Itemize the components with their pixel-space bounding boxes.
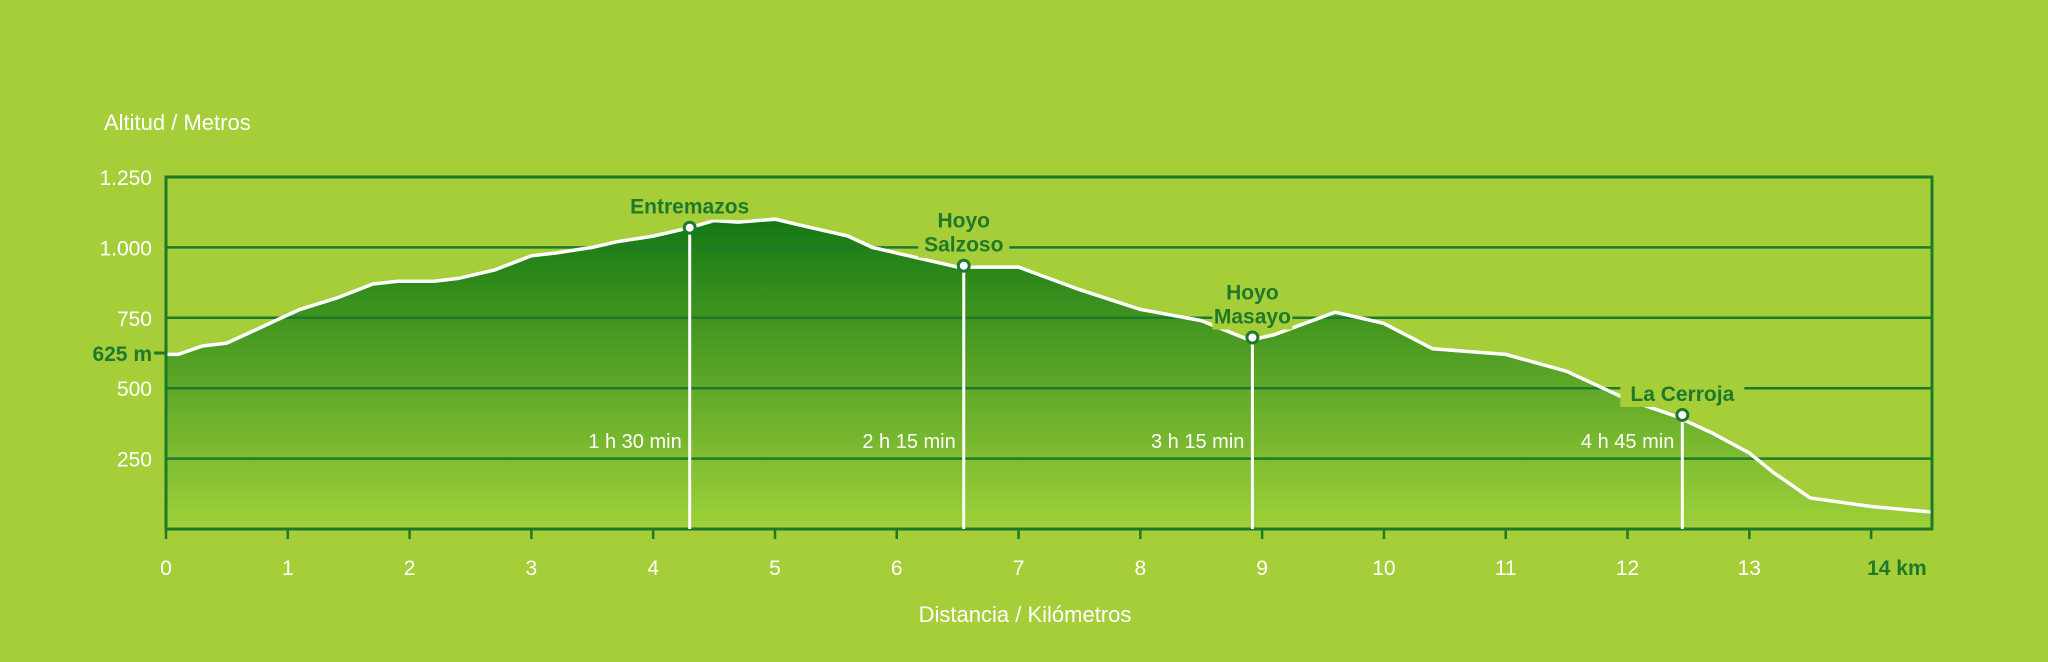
waypoint: Entremazos 1 h 30 min bbox=[588, 191, 752, 529]
y-tick-label: 1.250 bbox=[99, 167, 152, 190]
waypoint: La Cerroja 4 h 45 min bbox=[1581, 378, 1745, 529]
waypoint-name: Hoyo bbox=[937, 210, 990, 233]
waypoint-label-background bbox=[1620, 378, 1745, 407]
x-tick-label: 11 bbox=[1495, 557, 1517, 580]
waypoint-time-label: 4 h 45 min bbox=[1581, 431, 1674, 453]
waypoint-label-background bbox=[1212, 277, 1293, 330]
start-altitude-label: 625 m bbox=[92, 343, 152, 366]
waypoint-name: Entremazos bbox=[630, 196, 749, 219]
waypoint-marker bbox=[682, 220, 697, 235]
x-tick-label: 9 bbox=[1256, 557, 1268, 580]
x-tick-label: 6 bbox=[891, 557, 903, 580]
x-tick-label: 1 bbox=[282, 557, 294, 580]
waypoint-name: Masayo bbox=[1214, 306, 1291, 329]
elevation-area bbox=[166, 219, 1932, 529]
x-tick-label: 2 bbox=[404, 557, 416, 580]
waypoint-marker bbox=[1245, 330, 1260, 345]
x-tick-label: 8 bbox=[1135, 557, 1147, 580]
waypoint-time-label: 2 h 15 min bbox=[862, 431, 955, 453]
waypoint-time-label: 3 h 15 min bbox=[1151, 431, 1244, 453]
elevation-profile-line bbox=[166, 217, 1933, 514]
x-tick-label: 4 bbox=[647, 557, 659, 580]
waypoint-time-label: 1 h 30 min bbox=[588, 431, 681, 453]
x-tick-label: 3 bbox=[526, 557, 538, 580]
x-tick-label: 14 km bbox=[1867, 557, 1927, 580]
waypoint-label-background bbox=[918, 205, 1010, 258]
waypoint-name: Salzoso bbox=[924, 234, 1003, 257]
x-axis-ticks: 0 1 2 3 4 5 6 7 8 9 10 11 12 13 14 km bbox=[160, 529, 1927, 580]
x-tick-label: 12 bbox=[1616, 557, 1639, 580]
x-axis-title: Distancia / Kilómetros bbox=[919, 602, 1132, 627]
y-tick-label: 250 bbox=[117, 449, 152, 472]
y-tick-label: 750 bbox=[117, 308, 152, 331]
x-tick-label: 10 bbox=[1372, 557, 1395, 580]
x-tick-label: 5 bbox=[769, 557, 781, 580]
waypoint-marker bbox=[956, 258, 971, 273]
y-tick-label: 1.000 bbox=[99, 237, 152, 260]
waypoint-label-background bbox=[627, 191, 752, 220]
x-tick-label: 0 bbox=[160, 557, 172, 580]
waypoint-marker bbox=[1675, 407, 1690, 422]
y-axis-title: Altitud / Metros bbox=[104, 110, 251, 135]
start-altitude-marker: 625 m bbox=[92, 343, 166, 366]
y-tick-label: 500 bbox=[117, 378, 152, 401]
waypoint-name: Hoyo bbox=[1226, 282, 1279, 305]
x-tick-label: 13 bbox=[1738, 557, 1761, 580]
x-tick-label: 7 bbox=[1013, 557, 1025, 580]
waypoint-name: La Cerroja bbox=[1630, 383, 1734, 406]
y-axis-ticks: 1.250 1.000 750 500 250 bbox=[99, 167, 152, 472]
